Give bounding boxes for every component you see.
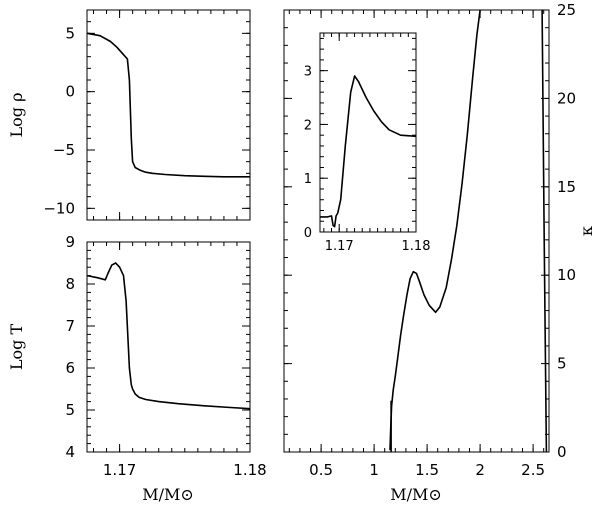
temp-xlabel: M/M⊙ [142, 485, 194, 504]
kappa_inset-ytick-label: 2 [304, 118, 312, 133]
kappa_inset-ytick-label: 3 [304, 65, 312, 80]
kappa-ytick-label: 10 [557, 266, 576, 284]
temp-xtick-label: 1.17 [103, 461, 136, 479]
temp-xtick-label: 1.18 [233, 461, 266, 479]
kappa-ytick-label: 15 [557, 178, 576, 196]
kappa-ytick-label: 5 [557, 355, 567, 373]
kappa-series-kappa_main [389, 9, 481, 451]
kappa-ytick-label: 0 [557, 443, 567, 461]
temp-series-log_T [86, 262, 251, 410]
kappa_inset-ytick-label: 0 [304, 226, 312, 241]
rho-ytick-label: −10 [43, 199, 75, 217]
kappa-xlabel: M/M⊙ [390, 485, 442, 504]
kappa-series-kappa_edge [541, 9, 548, 453]
kappa_inset-frame [319, 32, 417, 233]
rho-ytick-label: −5 [53, 141, 75, 159]
kappa_inset-xtick-label: 1.18 [402, 239, 431, 254]
temp-frame [86, 241, 251, 453]
temp-ytick-label: 4 [65, 443, 75, 461]
kappa-xtick-label: 0.5 [309, 461, 333, 479]
kappa_inset-series-kappa_zoom [320, 75, 417, 228]
rho-ylabel: Log ρ [7, 93, 26, 138]
kappa-xtick-label: 1.5 [415, 461, 439, 479]
temp-ytick-label: 5 [65, 401, 75, 419]
inset-background [320, 33, 416, 232]
kappa-xtick-label: 2.5 [521, 461, 545, 479]
rho-series-log_rho [86, 32, 250, 178]
kappa-ytick-label: 20 [557, 89, 576, 107]
kappa-xtick-label: 1 [369, 461, 379, 479]
kappa-ylabel: κ [577, 226, 596, 236]
temp-ytick-label: 7 [65, 317, 75, 335]
kappa-xtick-label: 2 [475, 461, 485, 479]
rho-ytick-label: 0 [65, 83, 75, 101]
temp-ytick-label: 9 [65, 233, 75, 251]
temp-ylabel: Log T [7, 324, 26, 371]
kappa-ytick-label: 25 [557, 1, 576, 19]
rho-ytick-label: 5 [65, 24, 75, 42]
temp-ytick-label: 6 [65, 359, 75, 377]
kappa_inset-xtick-label: 1.17 [325, 239, 354, 254]
temp-ytick-label: 8 [65, 275, 75, 293]
kappa_inset-ytick-label: 1 [304, 172, 312, 187]
